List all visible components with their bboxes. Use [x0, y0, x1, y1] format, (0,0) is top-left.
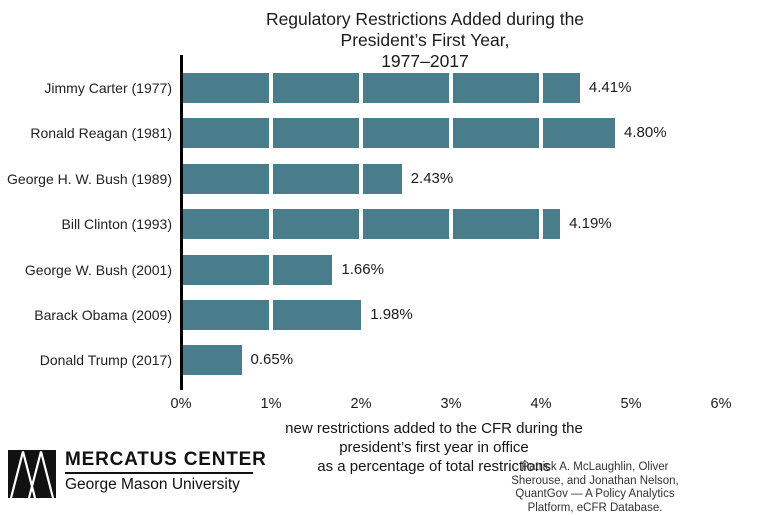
value-label: 0.65%: [250, 351, 294, 369]
category-label: Ronald Reagan (1981): [30, 125, 172, 142]
gridline: [269, 118, 273, 149]
mercatus-logo-mark: [8, 450, 56, 498]
bar: [183, 345, 242, 376]
gridline: [449, 209, 453, 240]
bar: [183, 300, 362, 330]
category-label: Barack Obama (2009): [34, 307, 172, 323]
x-axis-caption: new restrictions added to the CFR during…: [285, 420, 583, 475]
logo-title: MERCATUS CENTER: [65, 449, 267, 470]
bar: [183, 118, 615, 149]
gridline: [269, 254, 273, 285]
category-label: George W. Bush (2001): [24, 261, 172, 278]
x-tick-label: 4%: [530, 396, 552, 412]
gridline: [269, 73, 273, 103]
x-tick-label: 1%: [260, 396, 282, 412]
gridline: [359, 209, 363, 240]
category-label: Donald Trump (2017): [39, 352, 172, 369]
logo-divider: [65, 472, 253, 474]
x-tick-label: 3%: [440, 396, 462, 412]
gridline: [539, 73, 543, 103]
bar: [183, 163, 402, 194]
chart-figure: Regulatory Restrictions Added during the…: [7, 9, 732, 514]
x-tick-label: 2%: [350, 396, 372, 412]
bar: [183, 73, 580, 103]
chart-title: Regulatory Restrictions Added during the…: [265, 9, 585, 71]
gridline: [539, 209, 543, 240]
x-tick-label: 5%: [620, 396, 642, 412]
mercatus-logo-text: MERCATUS CENTER George Mason University: [65, 449, 267, 494]
bar: [183, 254, 333, 285]
gridline: [269, 209, 273, 240]
value-label: 2.43%: [410, 169, 454, 187]
x-tick-label: 6%: [710, 396, 732, 412]
value-label: 4.41%: [588, 79, 632, 96]
gridline: [449, 118, 453, 149]
category-label: George H. W. Bush (1989): [7, 170, 172, 187]
gridline: [359, 163, 363, 194]
category-label: Bill Clinton (1993): [61, 216, 173, 233]
y-axis-line: [180, 55, 183, 390]
logo-subtitle: George Mason University: [65, 476, 240, 493]
value-label: 1.98%: [370, 306, 413, 323]
attribution-text: Patrick A. McLaughlin, Oliver Sherouse, …: [511, 461, 679, 514]
mercatus-m-icon: [8, 450, 56, 498]
gridline: [269, 163, 273, 194]
bar: [183, 209, 561, 240]
gridline: [539, 118, 543, 149]
gridline: [359, 118, 363, 149]
value-label: 4.80%: [624, 124, 667, 142]
gridline: [269, 300, 273, 330]
x-tick-label: 0%: [170, 396, 192, 412]
gridline: [359, 73, 363, 103]
value-label: 1.66%: [341, 260, 384, 278]
category-label: Jimmy Carter (1977): [44, 80, 172, 96]
gridline: [449, 73, 453, 103]
value-label: 4.19%: [569, 215, 612, 233]
